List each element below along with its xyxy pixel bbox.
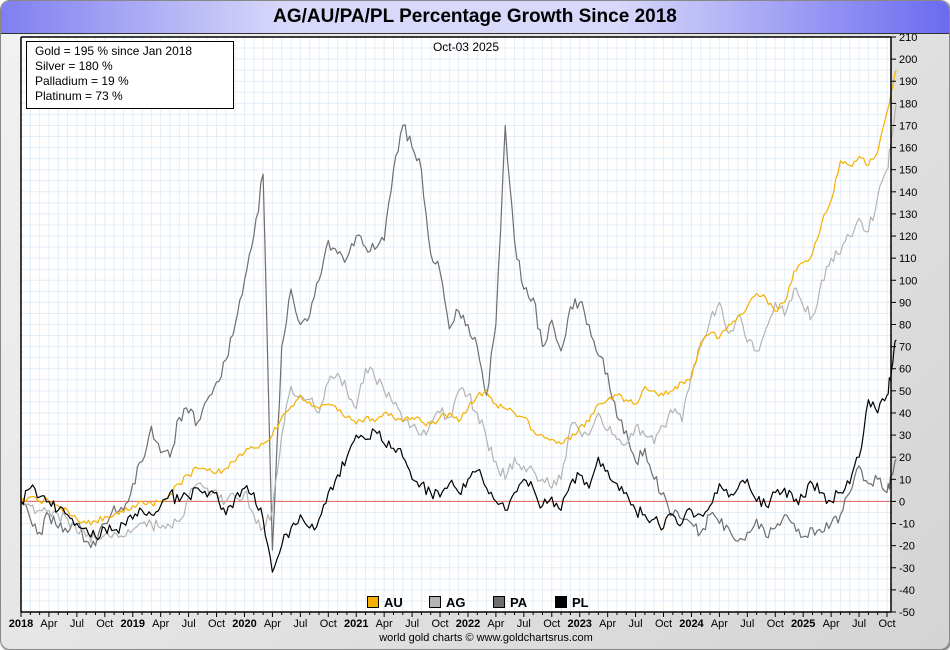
summary-palladium: Palladium = 19 % (35, 74, 129, 88)
y-tick-label: 210 (899, 32, 917, 44)
x-tick-label: Apr (40, 618, 57, 630)
y-tick-label: -50 (899, 607, 915, 619)
legend-item-au: AU (367, 595, 403, 610)
y-tick-label: -40 (899, 585, 915, 597)
legend-swatch-pl (555, 596, 567, 608)
x-tick-label: Apr (264, 618, 281, 630)
title-bar: AG/AU/PA/PL Percentage Growth Since 2018 (1, 1, 949, 34)
x-tick-label: Apr (823, 618, 840, 630)
y-tick-label: -10 (899, 519, 915, 531)
y-tick-label: 170 (899, 120, 917, 132)
x-tick-label: Apr (711, 618, 728, 630)
x-tick-label: 2025 (791, 618, 815, 630)
y-tick-label: 150 (899, 165, 917, 177)
series-line-pl (20, 339, 897, 573)
legend-label-au: AU (384, 595, 403, 610)
x-tick-label: 2019 (120, 618, 144, 630)
series-lines (20, 69, 897, 573)
x-tick-label: Oct (767, 618, 784, 630)
x-tick-label: Oct (655, 618, 672, 630)
legend-item-pl: PL (555, 595, 589, 610)
x-tick-label: Apr (376, 618, 393, 630)
summary-platinum: Platinum = 73 % (35, 89, 123, 103)
y-tick-label: -30 (899, 563, 915, 575)
y-tick-label: 30 (899, 430, 911, 442)
series-line-pa (20, 124, 897, 551)
x-tick-label: 2022 (456, 618, 480, 630)
y-tick-label: -20 (899, 541, 915, 553)
summary-box: Gold = 195 % since Jan 2018 Silver = 180… (26, 41, 234, 109)
x-tick-label: Jul (293, 618, 307, 630)
legend-label-ag: AG (446, 595, 466, 610)
summary-silver: Silver = 180 % (35, 59, 113, 73)
x-tick-label: Jul (70, 618, 84, 630)
x-tick-label: Jul (182, 618, 196, 630)
x-tick-label: Jul (405, 618, 419, 630)
x-tick-label: 2023 (567, 618, 591, 630)
summary-gold: Gold = 195 % since Jan 2018 (35, 44, 193, 58)
x-tick-label: 2021 (344, 618, 368, 630)
x-tick-label: Oct (431, 618, 448, 630)
y-tick-label: 20 (899, 452, 911, 464)
y-tick-label: 50 (899, 386, 911, 398)
y-tick-label: 140 (899, 187, 917, 199)
x-tick-label: Apr (487, 618, 504, 630)
y-tick-label: 10 (899, 474, 911, 486)
y-tick-label: 90 (899, 297, 911, 309)
date-label: Oct-03 2025 (432, 40, 500, 54)
series-line-ag (20, 103, 897, 544)
grid-lines (20, 36, 891, 613)
legend-item-ag: AG (429, 595, 466, 610)
y-tick-label: 190 (899, 76, 917, 88)
legend-swatch-pa (493, 596, 505, 608)
x-tick-label: Oct (320, 618, 337, 630)
y-tick-label: 200 (899, 54, 917, 66)
legend-label-pa: PA (510, 595, 528, 610)
x-tick-label: Oct (543, 618, 560, 630)
x-tick-label: Jul (740, 618, 754, 630)
x-tick-label: 2020 (232, 618, 256, 630)
legend-swatch-au (367, 596, 379, 608)
y-tick-label: 80 (899, 320, 911, 332)
x-tick-label: Apr (152, 618, 169, 630)
legend-label-pl: PL (572, 595, 589, 610)
credit-text: world gold charts © www.goldchartsrus.co… (379, 632, 593, 644)
y-tick-label: 130 (899, 209, 917, 221)
legend-item-pa: PA (493, 595, 527, 610)
x-tick-label: Oct (96, 618, 113, 630)
x-tick-label: Oct (878, 618, 895, 630)
y-tick-label: 0 (899, 496, 905, 508)
x-tick-label: 2018 (9, 618, 33, 630)
x-tick-label: Jul (629, 618, 643, 630)
y-tick-label: 40 (899, 408, 911, 420)
y-tick-label: 100 (899, 275, 917, 287)
y-tick-label: 70 (899, 342, 911, 354)
x-tick-label: Oct (208, 618, 225, 630)
y-tick-label: 110 (899, 253, 917, 265)
y-tick-label: 180 (899, 98, 917, 110)
x-tick-label: Jul (852, 618, 866, 630)
legend-swatch-ag (429, 596, 441, 608)
chart-title: AG/AU/PA/PL Percentage Growth Since 2018 (273, 6, 677, 27)
y-tick-label: 120 (899, 231, 917, 243)
x-tick-label: Apr (599, 618, 616, 630)
x-tick-label: 2024 (679, 618, 704, 630)
x-tick-label: Jul (517, 618, 531, 630)
axes: -50 -40 -30 -20 -10 0 10 20 30 40 50 60 70 80 90 100 110… (9, 32, 918, 630)
y-tick-label: 60 (899, 364, 911, 376)
y-tick-label: 160 (899, 143, 917, 155)
